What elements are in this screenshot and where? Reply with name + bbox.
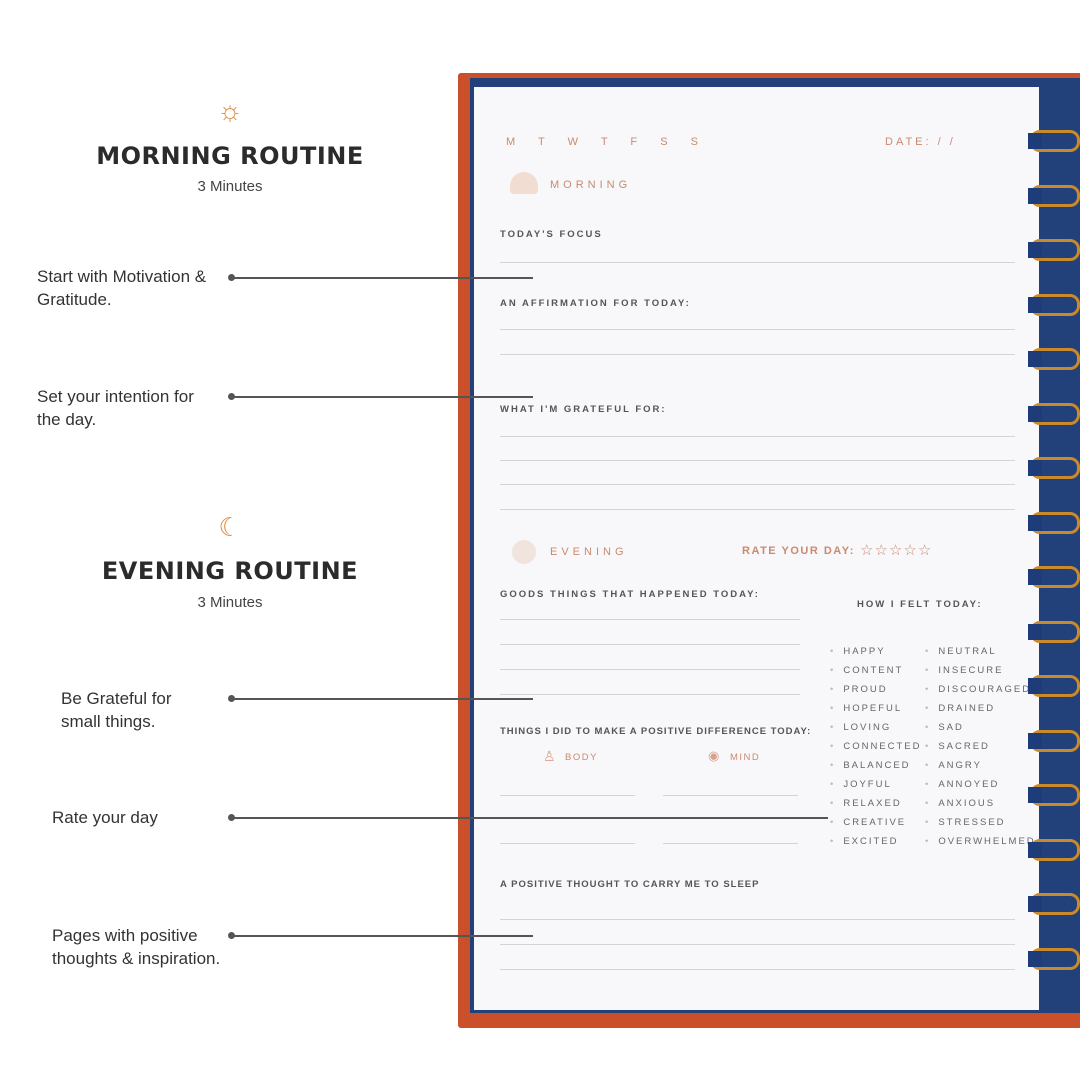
spiral-coil bbox=[1028, 566, 1080, 588]
spiral-coil bbox=[1028, 620, 1080, 643]
eye-icon: ◉ bbox=[708, 748, 720, 763]
evening-label: EVENING bbox=[550, 546, 628, 558]
spiral-coil bbox=[1028, 184, 1080, 207]
rule bbox=[500, 843, 635, 844]
mood-option[interactable]: • DISCOURAGED bbox=[925, 684, 1032, 695]
star-icon[interactable]: ☆ bbox=[874, 542, 889, 559]
thought-label: A POSITIVE THOUGHT TO CARRY ME TO SLEEP bbox=[500, 879, 760, 890]
spiral-coil bbox=[1028, 838, 1080, 861]
mind-label: MIND bbox=[730, 752, 761, 763]
spiral-coil bbox=[1028, 348, 1080, 370]
evening-duration: 3 Minutes bbox=[197, 594, 263, 611]
callout-intention: Set your intention for the day. bbox=[37, 387, 194, 429]
sunrise-icon bbox=[510, 172, 538, 194]
difference-label: THINGS I DID TO MAKE A POSITIVE DIFFEREN… bbox=[500, 726, 812, 737]
morning-duration: 3 Minutes bbox=[197, 178, 263, 195]
callout-motivation: Start with Motivation & Gratitude. bbox=[37, 267, 207, 309]
mood-option[interactable]: • SACRED bbox=[925, 741, 990, 752]
mood-option[interactable]: • ANNOYED bbox=[925, 779, 1000, 790]
mood-option[interactable]: • JOYFUL bbox=[830, 779, 892, 790]
star-icon[interactable]: ☆ bbox=[917, 542, 933, 559]
rate-your-day-label: RATE YOUR DAY: bbox=[742, 545, 855, 557]
rule bbox=[500, 669, 800, 670]
date-label: DATE: / / bbox=[885, 136, 956, 148]
rule bbox=[500, 694, 800, 695]
rule bbox=[500, 919, 1015, 920]
mood-option[interactable]: • CONNECTED bbox=[830, 741, 922, 752]
spiral-coil bbox=[1028, 402, 1080, 425]
callout-line bbox=[231, 817, 828, 819]
rule bbox=[663, 843, 798, 844]
rule bbox=[500, 969, 1015, 970]
morning-label: MORNING bbox=[550, 179, 632, 191]
rule bbox=[500, 484, 1015, 485]
mood-option[interactable]: • HOPEFUL bbox=[830, 703, 903, 714]
spiral-coil bbox=[1028, 457, 1080, 479]
mood-option[interactable]: • LOVING bbox=[830, 722, 892, 733]
todays-focus-label: TODAY'S FOCUS bbox=[500, 229, 603, 240]
mood-option[interactable]: • BALANCED bbox=[830, 760, 911, 771]
rule bbox=[500, 944, 1015, 945]
spiral-coil bbox=[1028, 784, 1080, 806]
callout-line bbox=[231, 277, 533, 279]
rule bbox=[500, 460, 1015, 461]
rule bbox=[500, 619, 800, 620]
mood-option[interactable]: • RELAXED bbox=[830, 798, 902, 809]
affirmation-label: AN AFFIRMATION FOR TODAY: bbox=[500, 298, 691, 309]
rule bbox=[500, 262, 1015, 263]
goods-label: GOODS THINGS THAT HAPPENED TODAY: bbox=[500, 589, 760, 600]
mood-option[interactable]: • SAD bbox=[925, 722, 964, 733]
star-rating[interactable]: ☆☆☆☆☆ bbox=[860, 541, 932, 559]
moods-right: • NEUTRAL • INSECURE • DISCOURAGED • DRAINED • SA… bbox=[925, 642, 1036, 851]
mood-option[interactable]: • NEUTRAL bbox=[925, 646, 997, 657]
rule bbox=[500, 644, 800, 645]
rule bbox=[500, 329, 1015, 330]
moon-icon: ☾ bbox=[218, 512, 242, 542]
mood-option[interactable]: • EXCITED bbox=[830, 836, 899, 847]
rule bbox=[500, 436, 1015, 437]
callout-positive: Pages with positive thoughts & inspirati… bbox=[52, 926, 221, 968]
mood-option[interactable]: • DRAINED bbox=[925, 703, 996, 714]
sunset-icon bbox=[512, 540, 536, 564]
spiral-coil bbox=[1028, 293, 1080, 316]
moods-left: • HAPPY • CONTENT • PROUD • HOPEFUL • LOVING • CONN… bbox=[830, 642, 922, 851]
star-icon[interactable]: ☆ bbox=[860, 542, 875, 559]
mood-option[interactable]: • INSECURE bbox=[925, 665, 1004, 676]
star-icon[interactable]: ☆ bbox=[888, 542, 904, 559]
callout-line bbox=[231, 396, 533, 398]
evening-title: EVENING ROUTINE bbox=[101, 557, 359, 585]
mood-option[interactable]: • CONTENT bbox=[830, 665, 904, 676]
callout-line bbox=[231, 698, 533, 700]
body-label: BODY bbox=[565, 752, 598, 763]
mood-option[interactable]: • CREATIVE bbox=[830, 817, 907, 828]
mood-option[interactable]: • PROUD bbox=[830, 684, 888, 695]
spiral-coil bbox=[1028, 130, 1080, 152]
mood-option[interactable]: • HAPPY bbox=[830, 646, 886, 657]
spiral-coil bbox=[1028, 893, 1080, 915]
rule bbox=[500, 795, 635, 796]
mood-option[interactable]: • ANGRY bbox=[925, 760, 982, 771]
mood-option[interactable]: • OVERWHELMED bbox=[925, 836, 1036, 847]
callout-grateful: Be Grateful for small things. bbox=[61, 689, 172, 731]
rule bbox=[500, 509, 1015, 510]
mood-option[interactable]: • ANXIOUS bbox=[925, 798, 996, 809]
weekday-labels: M T W T F S S bbox=[506, 136, 707, 148]
callout-line bbox=[231, 935, 533, 937]
rule bbox=[500, 354, 1015, 355]
rule bbox=[663, 795, 798, 796]
how-felt-label: HOW I FELT TODAY: bbox=[857, 599, 983, 610]
spiral-coil bbox=[1028, 239, 1080, 261]
spiral-coil bbox=[1028, 511, 1080, 534]
spiral-coil bbox=[1028, 947, 1080, 970]
planner-page bbox=[474, 87, 1039, 1010]
spiral-coil bbox=[1028, 675, 1080, 697]
mood-option[interactable]: • STRESSED bbox=[925, 817, 1006, 828]
star-icon[interactable]: ☆ bbox=[903, 542, 918, 559]
sun-icon: ☼ bbox=[217, 95, 243, 126]
morning-title: MORNING ROUTINE bbox=[96, 142, 364, 170]
callout-rate: Rate your day bbox=[52, 808, 158, 827]
body-icon: ♙ bbox=[543, 748, 556, 764]
grateful-label: WHAT I'M GRATEFUL FOR: bbox=[500, 404, 667, 415]
spiral-coil bbox=[1028, 729, 1080, 752]
